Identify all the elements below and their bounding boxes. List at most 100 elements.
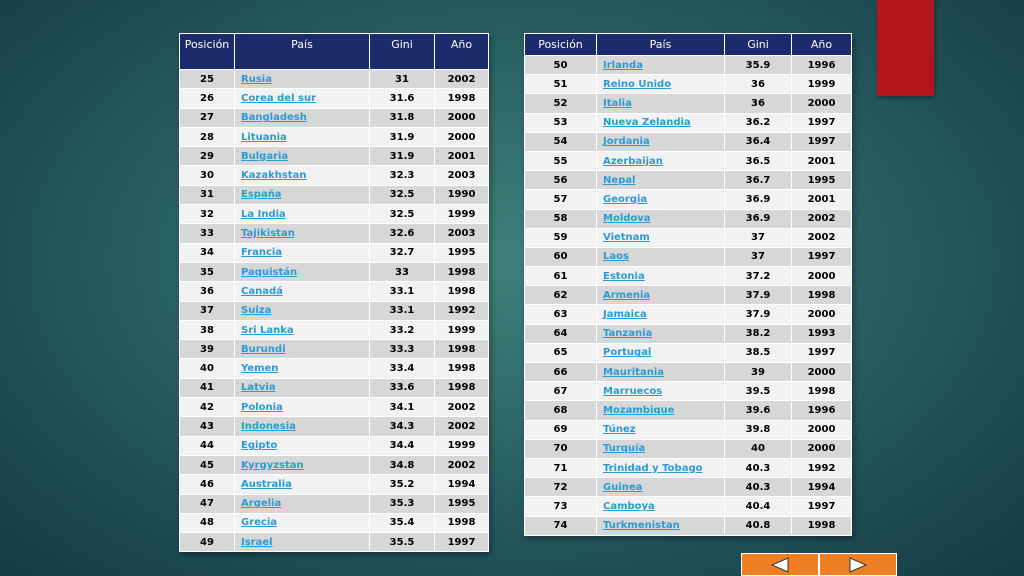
cell-country: Turquía — [596, 438, 725, 459]
country-link[interactable]: Argelia — [241, 498, 282, 510]
previous-slide-button[interactable] — [741, 553, 819, 576]
cell-position: 70 — [524, 438, 597, 459]
country-link[interactable]: Lituania — [241, 131, 287, 143]
country-link[interactable]: Italia — [603, 97, 632, 109]
country-link[interactable]: Rusia — [241, 73, 272, 85]
arrow-left-icon — [770, 556, 789, 573]
cell-country: Marruecos — [596, 381, 725, 402]
cell-year: 1997 — [791, 131, 852, 152]
country-link[interactable]: Camboya — [603, 500, 655, 512]
country-link[interactable]: Nepal — [603, 174, 636, 186]
cell-position: 43 — [179, 416, 235, 437]
cell-year: 2001 — [434, 146, 489, 167]
country-link[interactable]: Indonesia — [241, 420, 296, 432]
header-gini: Gini — [724, 33, 792, 56]
country-link[interactable]: Sri Lanka — [241, 324, 294, 336]
cell-country: La India — [234, 204, 370, 225]
country-link[interactable]: Armenia — [603, 289, 651, 301]
country-link[interactable]: La India — [241, 208, 286, 220]
country-link[interactable]: Mozambique — [603, 404, 675, 416]
cell-country: Indonesia — [234, 416, 370, 437]
table-row: 56 Nepal 36.7 1995 — [524, 170, 852, 191]
cell-country: Bulgaria — [234, 146, 370, 167]
cell-position: 25 — [179, 68, 235, 90]
cell-year: 2002 — [434, 454, 489, 476]
country-link[interactable]: Bulgaria — [241, 150, 289, 162]
cell-position: 64 — [524, 323, 597, 344]
table-row: 49 Israel 35.5 1997 — [179, 532, 489, 553]
cell-year: 1998 — [434, 339, 489, 360]
table-row: 31 España 32.5 1990 — [179, 184, 489, 206]
country-link[interactable]: Reino Unido — [603, 78, 672, 90]
decorative-red-block — [877, 0, 934, 96]
cell-gini: 32.5 — [369, 184, 435, 206]
cell-year: 2000 — [434, 126, 489, 148]
country-link[interactable]: Paquistán — [241, 266, 298, 278]
country-link[interactable]: Yemen — [241, 363, 279, 375]
country-link[interactable]: Canadá — [241, 285, 283, 297]
cell-country: Jordania — [596, 131, 725, 152]
country-link[interactable]: Mauritania — [603, 366, 665, 378]
country-link[interactable]: Irlanda — [603, 59, 643, 71]
cell-country: Irlanda — [596, 54, 725, 76]
cell-position: 27 — [179, 107, 235, 128]
country-link[interactable]: Latvia — [241, 382, 276, 394]
country-link[interactable]: Corea del sur — [241, 92, 317, 104]
cell-country: Laos — [596, 246, 725, 268]
country-link[interactable]: Jordania — [603, 136, 650, 148]
country-link[interactable]: Nueva Zelandia — [603, 117, 691, 129]
country-link[interactable]: Tajikistan — [241, 228, 295, 240]
country-link[interactable]: Georgia — [603, 193, 648, 205]
country-link[interactable]: Kyrgyzstan — [241, 459, 304, 471]
cell-gini: 38.2 — [724, 323, 792, 344]
country-link[interactable]: Israel — [241, 536, 273, 548]
table-row: 36 Canadá 33.1 1998 — [179, 281, 489, 302]
country-link[interactable]: Moldova — [603, 213, 651, 225]
cell-year: 1994 — [791, 477, 852, 498]
header-country: País — [596, 33, 725, 56]
country-link[interactable]: Portugal — [603, 347, 652, 359]
country-link[interactable]: Francia — [241, 247, 283, 259]
cell-gini: 36 — [724, 74, 792, 95]
cell-year: 2002 — [434, 68, 489, 90]
country-link[interactable]: Laos — [603, 251, 629, 263]
country-link[interactable]: Turquía — [603, 443, 646, 455]
country-link[interactable]: Vietnam — [603, 232, 650, 244]
country-link[interactable]: Trinidad y Tobago — [603, 462, 703, 474]
country-link[interactable]: Burundi — [241, 343, 286, 355]
country-link[interactable]: Túnez — [603, 424, 636, 436]
country-link[interactable]: España — [241, 189, 282, 201]
cell-country: Corea del sur — [234, 88, 370, 109]
cell-gini: 36.9 — [724, 189, 792, 210]
country-link[interactable]: Azerbaijan — [603, 155, 663, 167]
next-slide-button[interactable] — [819, 553, 897, 576]
country-link[interactable]: Bangladesh — [241, 112, 307, 124]
country-link[interactable]: Grecia — [241, 517, 278, 529]
country-link[interactable]: Polonia — [241, 401, 283, 413]
cell-gini: 36.7 — [724, 170, 792, 191]
country-link[interactable]: Jamaica — [603, 309, 647, 321]
cell-country: Egipto — [234, 435, 370, 456]
country-link[interactable]: Australia — [241, 478, 292, 490]
country-link[interactable]: Turkmenistan — [603, 520, 680, 532]
cell-position: 67 — [524, 381, 597, 402]
cell-country: Burundi — [234, 339, 370, 360]
cell-year: 2001 — [791, 189, 852, 210]
table-row: 26 Corea del sur 31.6 1998 — [179, 88, 489, 109]
country-link[interactable]: Kazakhstan — [241, 170, 307, 182]
gini-table-left: Posición País Gini Año 25 Rusia 31 2002 26 Co… — [179, 33, 489, 553]
cell-year: 1995 — [791, 170, 852, 191]
cell-year: 1995 — [434, 242, 489, 263]
country-link[interactable]: Estonia — [603, 270, 645, 282]
cell-country: Camboya — [596, 496, 725, 517]
country-link[interactable]: Guinea — [603, 481, 643, 493]
country-link[interactable]: Suiza — [241, 305, 272, 317]
cell-gini: 31.9 — [369, 126, 435, 148]
cell-position: 57 — [524, 189, 597, 210]
cell-country: Mozambique — [596, 400, 725, 421]
cell-year: 2002 — [791, 208, 852, 229]
table-row: 46 Australia 35.2 1994 — [179, 474, 489, 495]
country-link[interactable]: Marruecos — [603, 385, 663, 397]
country-link[interactable]: Egipto — [241, 440, 278, 452]
country-link[interactable]: Tanzania — [603, 328, 653, 340]
